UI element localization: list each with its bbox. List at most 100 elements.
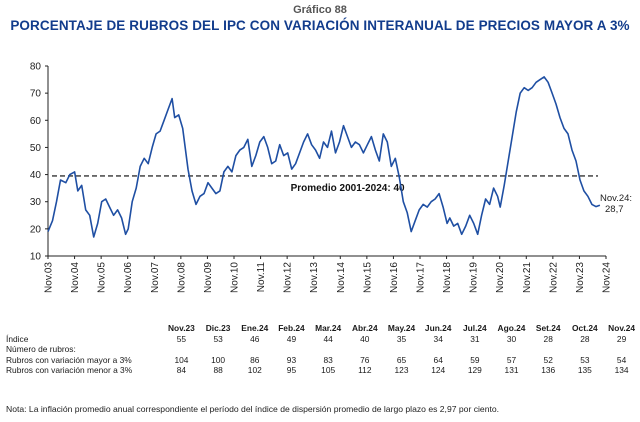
x-tick-label: Nov.05 <box>97 262 108 293</box>
table-cell: 136 <box>541 365 556 375</box>
table-cell: 100 <box>211 354 226 365</box>
x-tick-label: Nov.04 <box>70 262 81 293</box>
table-cell: 40 <box>360 333 370 344</box>
table-cell: 84 <box>176 365 187 375</box>
column-header: Ene.24 <box>241 323 269 333</box>
table-cell <box>310 344 347 355</box>
table-cell: 34 <box>433 333 443 344</box>
table-cell: 124 <box>431 365 446 375</box>
column-header: Jun.24 <box>424 323 452 333</box>
y-tick-label: 50 <box>30 143 42 154</box>
table-cell <box>200 344 237 355</box>
table-cell <box>273 344 310 355</box>
table-header-row: Nov.23 Dic.23 Ene.24 Feb.24 Mar.24 Abr.2… <box>6 323 640 334</box>
row-label: Índice <box>6 333 29 344</box>
table-cell: 135 <box>577 365 592 375</box>
x-tick-label: Nov.10 <box>230 262 241 293</box>
table-cell <box>567 344 604 355</box>
x-tick-label: Nov.07 <box>150 262 161 293</box>
x-tick-label: Nov.20 <box>495 262 506 293</box>
table-cell: 123 <box>394 365 409 375</box>
y-tick-label: 60 <box>30 116 42 127</box>
y-tick-label: 40 <box>30 170 42 181</box>
table-cell <box>530 344 567 355</box>
x-tick-label: Nov.21 <box>522 262 533 293</box>
y-tick-label: 10 <box>30 252 42 263</box>
table-cell: 29 <box>616 333 627 344</box>
column-header: Ago.24 <box>497 323 526 333</box>
x-tick-label: Nov.19 <box>469 262 480 293</box>
x-tick-label: Nov.09 <box>203 262 214 293</box>
series-line <box>47 76 601 238</box>
table-cell: 28 <box>543 333 553 344</box>
column-header: May.24 <box>387 323 416 333</box>
table-cell: 102 <box>247 365 262 375</box>
table-cell: 53 <box>213 333 223 344</box>
table-cell: 49 <box>286 333 297 344</box>
table-cell: 86 <box>250 354 260 365</box>
table-cell <box>163 344 200 355</box>
table-cell: 52 <box>543 354 553 365</box>
column-header: Feb.24 <box>278 323 305 333</box>
table-corner <box>6 323 163 334</box>
x-tick-label: Nov.15 <box>362 262 373 293</box>
table-cell: 46 <box>250 333 260 344</box>
table-cell: 31 <box>470 333 480 344</box>
table-cell: 57 <box>506 354 517 365</box>
table-row: Índice 55 53 46 49 44 40 35 34 31 30 28 28 29 <box>6 334 640 345</box>
figure-title: PORCENTAJE DE RUBROS DEL IPC CON VARIACI… <box>10 18 630 33</box>
column-header: Set.24 <box>535 323 561 333</box>
x-tick-label: Nov.16 <box>389 262 400 293</box>
table-cell: 112 <box>358 365 372 375</box>
figure-number: Gráfico 88 <box>293 4 347 16</box>
table-cell <box>383 344 420 355</box>
table-row: Número de rubros: <box>6 344 640 355</box>
x-tick-label: Nov.18 <box>442 262 453 293</box>
x-tick-label: Nov.24 <box>602 262 613 293</box>
row-label: Rubros con variación mayor a 3% <box>6 354 132 365</box>
table-cell: 30 <box>506 333 517 344</box>
footnote: Nota: La inflación promedio anual corres… <box>6 404 500 414</box>
y-tick-label: 80 <box>30 62 42 73</box>
y-tick-label: 70 <box>30 89 42 100</box>
table-cell: 95 <box>286 365 297 375</box>
row-label: Número de rubros: <box>6 344 76 354</box>
column-header: Oct.24 <box>572 323 598 333</box>
column-header: Dic.23 <box>205 323 231 333</box>
table-cell: 44 <box>323 333 333 344</box>
table-cell: 65 <box>396 354 407 365</box>
x-tick-label: Nov.08 <box>176 262 187 293</box>
table-cell <box>346 344 383 355</box>
line-chart: 10 20 30 40 50 60 70 80 Nov.03 Nov.04 Nov.05 Nov.06… <box>30 62 632 293</box>
data-table: Nov.23 Dic.23 Ene.24 Feb.24 Mar.24 Abr.2… <box>6 323 640 376</box>
x-tick-label: Nov.23 <box>575 262 586 293</box>
table-cell: 131 <box>504 365 519 375</box>
table-cell: 93 <box>286 354 297 365</box>
table-cell: 64 <box>433 354 443 365</box>
table-cell: 54 <box>616 354 627 365</box>
column-header: Nov.24 <box>608 323 636 333</box>
table-cell: 76 <box>360 354 370 365</box>
table-cell: 59 <box>470 354 480 365</box>
table-cell: 55 <box>176 333 187 344</box>
y-tick-label: 30 <box>30 197 42 208</box>
table-cell: 129 <box>467 365 482 375</box>
table-cell <box>457 344 494 355</box>
column-header: Mar.24 <box>315 323 342 333</box>
table-cell: 134 <box>614 365 629 375</box>
table-cell <box>236 344 273 355</box>
x-tick-label: Nov.12 <box>283 262 294 293</box>
x-tick-label: Nov.13 <box>309 262 320 293</box>
table-cell <box>493 344 530 355</box>
row-label: Rubros con variación menor a 3% <box>6 365 133 375</box>
table-cell <box>420 344 457 355</box>
chart-header: Gráfico 88 PORCENTAJE DE RUBROS DEL IPC … <box>0 4 640 33</box>
table-cell: 53 <box>580 354 590 365</box>
average-label: Promedio 2001-2024: 40 <box>291 183 405 194</box>
x-tick-label: Nov.06 <box>123 262 134 293</box>
table-cell: 28 <box>580 333 590 344</box>
x-tick-label: Nov.22 <box>548 262 559 293</box>
column-header: Jul.24 <box>462 323 487 333</box>
x-tick-label: Nov.14 <box>336 262 347 293</box>
x-tick-label: Nov.17 <box>416 262 427 293</box>
